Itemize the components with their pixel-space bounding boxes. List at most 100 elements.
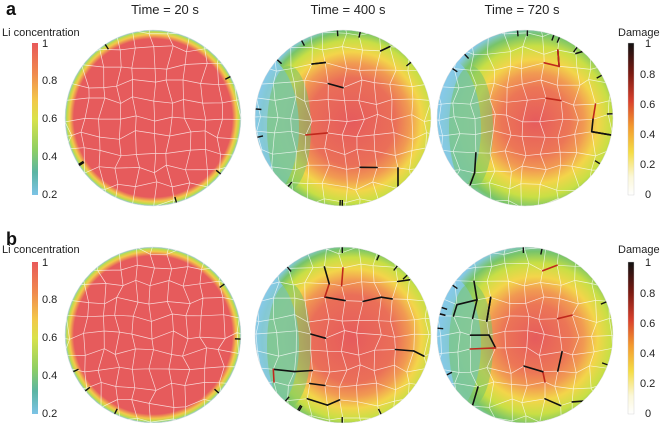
crack <box>556 49 560 68</box>
surface-crack <box>437 327 444 330</box>
surface-crack <box>284 396 290 402</box>
crack <box>485 296 492 322</box>
li-colorbar-label: Li concentration <box>2 244 80 256</box>
li-tick: 0.4 <box>42 151 57 163</box>
surface-crack <box>255 108 262 111</box>
surface-crack <box>551 34 555 41</box>
surface-crack <box>174 196 178 203</box>
surface-crack <box>573 46 578 53</box>
li-tick: 1 <box>42 257 48 269</box>
surface-crack <box>287 181 293 188</box>
crack <box>488 334 497 349</box>
crack <box>310 333 327 340</box>
surface-crack <box>376 254 380 261</box>
crack <box>592 103 597 121</box>
surface-crack <box>77 160 84 166</box>
crack <box>469 347 497 350</box>
damage-tick: 0 <box>645 189 651 201</box>
crack <box>272 368 275 383</box>
li-colorbar-a: Li concentration 1 0.8 0.6 0.4 0.2 <box>2 27 80 201</box>
li-tick: 0.4 <box>42 370 57 382</box>
damage-tick: 0.4 <box>640 348 655 360</box>
damage-tick: 0.2 <box>640 159 655 171</box>
surface-crack <box>463 53 470 59</box>
crack <box>380 296 394 300</box>
surface-crack <box>214 388 220 394</box>
particle-outline <box>254 246 432 423</box>
damage-colorbar-b: Damage 1 0.8 0.6 0.4 0.2 0 <box>618 244 660 420</box>
surface-crack <box>441 306 448 310</box>
li-tick: 0.2 <box>42 408 57 420</box>
surface-crack <box>286 266 292 272</box>
crack <box>556 350 563 372</box>
surface-crack <box>601 362 609 366</box>
li-colorbar-label: Li concentration <box>2 27 80 39</box>
crack <box>523 365 544 373</box>
damage-tick: 0.8 <box>640 69 655 81</box>
surface-crack <box>300 40 306 47</box>
crack <box>272 368 296 373</box>
surface-crack <box>72 368 79 373</box>
surface-crack <box>215 169 222 175</box>
crack <box>541 264 558 272</box>
crack <box>473 152 477 174</box>
crack <box>556 314 574 320</box>
li-tick: 0.8 <box>42 75 57 87</box>
crack <box>323 296 346 302</box>
crack <box>362 296 383 303</box>
crack <box>327 82 344 89</box>
concentration-field <box>65 247 241 423</box>
crack <box>590 118 594 133</box>
particle-outline <box>64 246 242 423</box>
surface-crack <box>452 284 458 290</box>
surface-crack <box>358 31 361 38</box>
crack <box>471 298 478 320</box>
crack <box>545 97 562 102</box>
panel-letter-b: b <box>6 229 17 249</box>
crack <box>323 266 331 285</box>
particle-b-400s <box>254 246 432 423</box>
crack <box>473 280 478 301</box>
crack <box>452 303 458 317</box>
surface-crack <box>219 283 226 288</box>
damage-colorbar-a: Damage 1 0.8 0.6 0.4 0.2 0 <box>618 27 660 201</box>
surface-crack <box>298 405 303 412</box>
surface-crack <box>113 408 118 415</box>
li-colorbar-b: Li concentration 1 0.8 0.6 0.4 0.2 <box>2 244 80 420</box>
surface-crack <box>600 301 607 305</box>
surface-crack <box>439 313 446 316</box>
surface-crack <box>104 43 109 50</box>
particle-b-720s <box>436 246 614 423</box>
surface-crack <box>451 67 458 73</box>
low-concentration-region <box>267 66 311 190</box>
surface-crack <box>224 75 231 80</box>
column-title-400s: Time = 400 s <box>310 2 386 17</box>
li-tick: 0.2 <box>42 189 57 201</box>
surface-crack <box>393 265 398 271</box>
surface-crack <box>296 404 302 411</box>
damage-tick: 1 <box>645 38 651 50</box>
low-concentration-region <box>449 66 493 190</box>
crack <box>306 397 329 406</box>
damage-colorbar-gradient <box>627 261 635 415</box>
surface-crack <box>377 408 382 415</box>
damage-tick: 0.6 <box>640 99 655 111</box>
particle-outline <box>436 29 614 207</box>
damage-colorbar-label: Damage <box>618 27 660 39</box>
particle-b-20s <box>64 246 242 423</box>
crack <box>469 172 476 186</box>
crack <box>311 61 327 65</box>
crack <box>379 45 391 52</box>
damage-tick: 0.4 <box>640 129 655 141</box>
li-colorbar-gradient <box>32 262 38 414</box>
column-title-720s: Time = 720 s <box>484 2 560 17</box>
particle-a-720s <box>436 29 614 207</box>
damage-tick: 0.6 <box>640 318 655 330</box>
particle-a-20s <box>64 29 242 207</box>
particle-outline <box>436 246 614 423</box>
particle-outline <box>64 29 242 207</box>
surface-crack <box>84 386 91 392</box>
low-concentration-region <box>449 283 493 407</box>
damage-colorbar-label: Damage <box>618 244 660 256</box>
li-tick: 1 <box>42 38 48 50</box>
